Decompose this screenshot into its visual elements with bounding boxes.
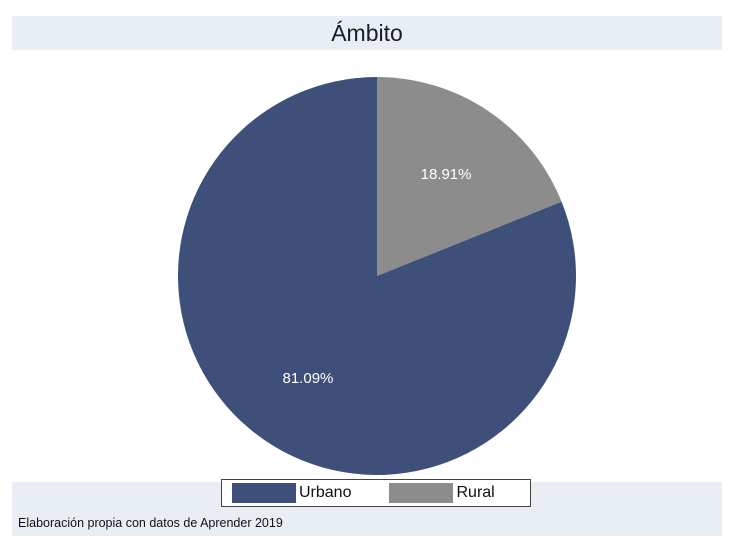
legend-swatch-urbano [232, 483, 296, 503]
pie-chart: 18.91% 81.09% [178, 77, 577, 475]
legend-label-urbano: Urbano [299, 484, 352, 501]
legend-swatch-rural [389, 483, 454, 503]
slice-label-urbano: 81.09% [283, 370, 334, 387]
legend-item-rural: Rural [389, 483, 522, 503]
plot-area: 18.91% 81.09% [12, 50, 722, 482]
source-note: Elaboración propia con datos de Aprender… [18, 516, 283, 530]
pie-slice-rural [377, 77, 562, 276]
pie-slice-urbano [178, 77, 577, 475]
legend-item-urbano: Urbano [232, 483, 379, 503]
chart-title: Ámbito [331, 20, 403, 46]
legend-label-rural: Rural [456, 484, 495, 501]
chart-figure: Ámbito 18.91% 81.09% Urbano Rural Elabora… [12, 16, 722, 536]
slice-label-rural: 18.91% [421, 166, 472, 183]
legend: Urbano Rural [221, 479, 531, 507]
